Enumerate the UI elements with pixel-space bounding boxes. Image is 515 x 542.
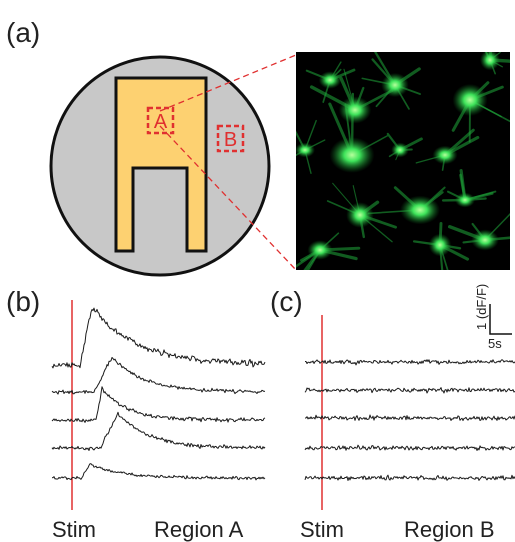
cell-body [381,72,409,98]
scale-bar: 1 (dF/F) 5s [474,284,512,351]
fluorescence-micrograph [296,52,510,270]
cell-body [471,229,499,251]
trace-line [304,387,515,394]
stim-label-c: Stim [300,517,344,542]
panel-b-label: (b) [6,286,40,317]
region-a-caption: Region A [154,517,244,542]
trace-line [51,411,266,451]
region-a-label: A [154,111,168,133]
trace-line [51,463,266,481]
cell-body [296,142,315,158]
cell-body [428,233,452,257]
cell-body [329,137,375,173]
cell-body [391,142,409,158]
cell-body [400,195,440,225]
panel-b: (b) Stim Region A [6,286,266,542]
panel-a: (a) A B [6,17,510,277]
micrograph-cells [296,52,510,270]
trace-line [304,474,515,481]
trace-line [51,307,266,369]
region-a-marker [146,106,175,135]
panel-c-label: (c) [270,286,303,317]
scale-bar-y-label: 1 (dF/F) [474,284,489,330]
traces-region-b [304,359,515,481]
region-b-caption: Region B [404,517,495,542]
cell-body [318,71,342,89]
panel-a-label: (a) [6,17,40,48]
zoom-line-top [159,54,297,112]
cell-body [338,96,372,124]
traces-region-a [51,307,266,481]
trace-line [304,444,515,451]
cell-body [455,192,475,208]
scale-bar-lines [489,304,512,335]
trace-line [51,386,266,423]
trace-line [305,414,515,422]
trace-line [51,357,266,395]
trace-line [305,359,515,366]
stim-label-b: Stim [52,517,96,542]
electrode-device [114,76,208,253]
cell-body [346,202,374,228]
region-b-label: B [224,129,237,151]
region-b-marker [216,124,245,153]
scale-bar-x-label: 5s [488,336,502,351]
dish-schematic: A B [49,54,297,277]
cell-body [452,83,488,117]
zoom-line-bottom [159,125,297,271]
cell-body [307,240,333,260]
cell-body [480,52,500,71]
panel-c: (c) Stim Region B 1 (dF/F) 5s [270,284,515,542]
cell-body [432,145,458,165]
